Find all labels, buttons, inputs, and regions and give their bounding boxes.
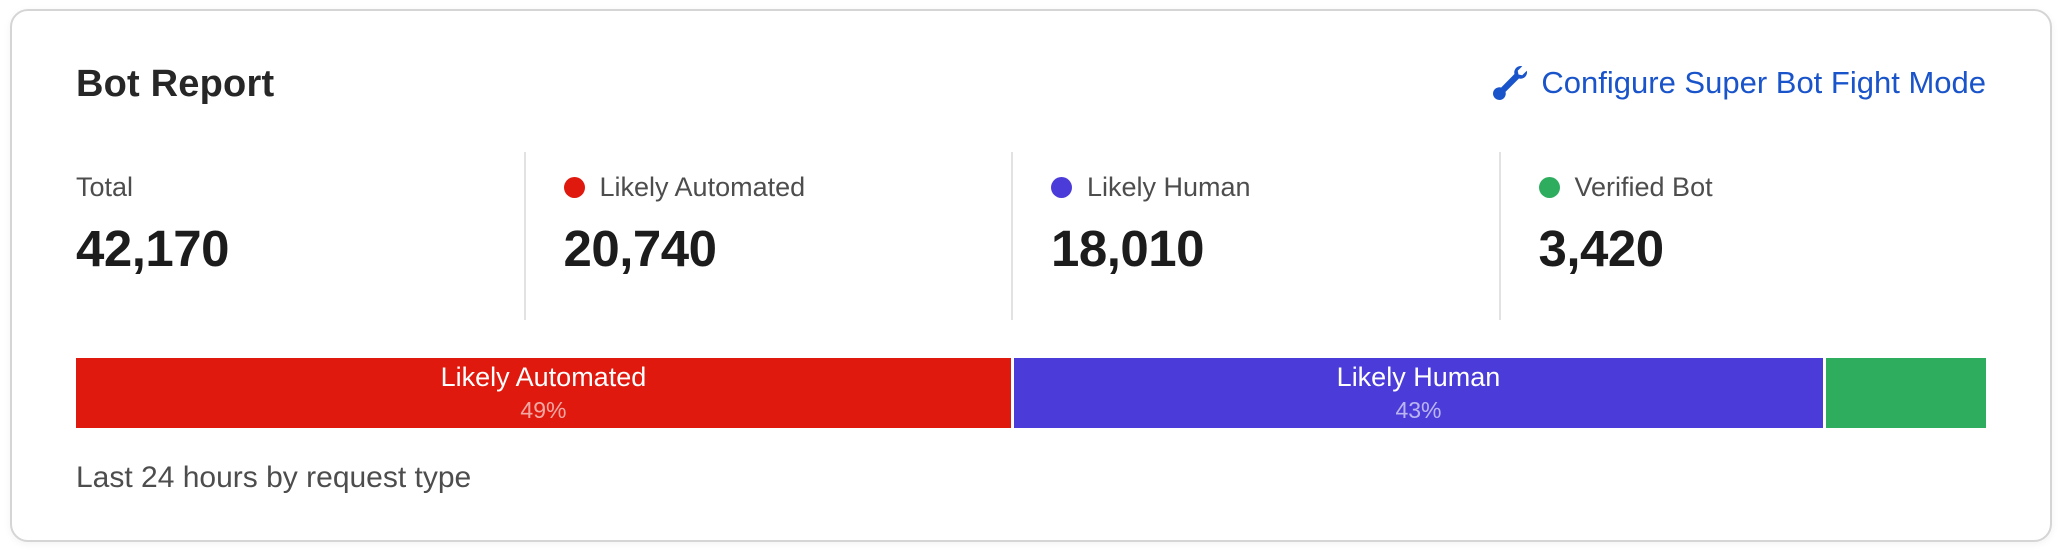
segment-label: Likely Human <box>1336 361 1501 392</box>
bot-report-card: Bot Report Configure Super Bot Fight Mod… <box>10 9 2052 542</box>
stat-value: 42,170 <box>76 220 229 277</box>
likely-human-dot-icon <box>1051 177 1072 198</box>
stat-verified-bot: Verified Bot 3,420 <box>1498 152 1987 320</box>
card-header: Bot Report Configure Super Bot Fight Mod… <box>76 63 1986 106</box>
request-type-stacked-bar: Likely Automated 49% Likely Human 43% <box>76 358 1986 428</box>
page-title: Bot Report <box>76 63 275 105</box>
stat-label: Likely Human <box>1087 172 1251 202</box>
bar-segment-likely-automated: Likely Automated 49% <box>76 358 1011 428</box>
segment-percent: 43% <box>1395 396 1442 423</box>
stat-value: 20,740 <box>563 220 717 277</box>
wrench-icon <box>1493 66 1528 100</box>
stat-likely-human: Likely Human 18,010 <box>1011 152 1499 320</box>
stats-row: Total 42,170 Likely Automated 20,740 Lik… <box>76 152 1986 320</box>
bar-segment-likely-human: Likely Human 43% <box>1013 358 1824 428</box>
stat-value: 18,010 <box>1051 220 1204 277</box>
stat-label: Total <box>76 172 134 202</box>
stat-label: Verified Bot <box>1574 172 1713 202</box>
segment-label: Likely Automated <box>440 361 647 392</box>
likely-automated-dot-icon <box>563 177 585 198</box>
stat-label: Likely Automated <box>599 172 806 202</box>
segment-percent: 49% <box>520 396 567 423</box>
bar-segment-verified-bot <box>1826 358 1986 428</box>
configure-link-label: Configure Super Bot Fight Mode <box>1541 65 1986 100</box>
verified-bot-dot-icon <box>1538 177 1560 198</box>
stat-likely-automated: Likely Automated 20,740 <box>523 152 1012 320</box>
stat-total: Total 42,170 <box>76 152 524 320</box>
configure-super-bot-fight-mode-link[interactable]: Configure Super Bot Fight Mode <box>1493 65 1986 101</box>
stat-value: 3,420 <box>1538 220 1665 277</box>
chart-caption: Last 24 hours by request type <box>76 461 472 494</box>
